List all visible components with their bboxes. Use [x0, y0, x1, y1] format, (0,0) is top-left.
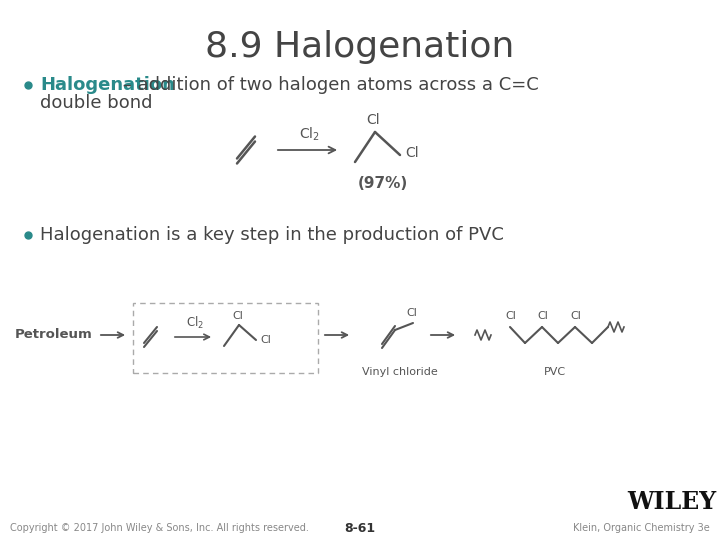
- Text: Cl: Cl: [407, 308, 418, 318]
- Text: Halogenation is a key step in the production of PVC: Halogenation is a key step in the produc…: [40, 226, 504, 244]
- Bar: [133, 303, 318, 373]
- Text: Cl: Cl: [570, 311, 582, 321]
- Text: Vinyl chloride: Vinyl chloride: [362, 367, 438, 377]
- Text: Cl: Cl: [538, 311, 549, 321]
- Text: Halogenation: Halogenation: [40, 76, 175, 94]
- Text: Klein, Organic Chemistry 3e: Klein, Organic Chemistry 3e: [573, 523, 710, 533]
- Text: Cl: Cl: [405, 146, 418, 160]
- Text: Cl: Cl: [366, 113, 380, 127]
- Text: WILEY: WILEY: [627, 490, 716, 514]
- Text: Petroleum: Petroleum: [15, 328, 93, 341]
- Text: Copyright © 2017 John Wiley & Sons, Inc. All rights reserved.: Copyright © 2017 John Wiley & Sons, Inc.…: [10, 523, 309, 533]
- Text: Cl: Cl: [505, 311, 516, 321]
- Text: Cl: Cl: [260, 335, 271, 345]
- Text: – addition of two halogen atoms across a C=C: – addition of two halogen atoms across a…: [117, 76, 539, 94]
- Text: 8-61: 8-61: [344, 522, 376, 535]
- Text: Cl$_2$: Cl$_2$: [299, 126, 320, 143]
- Text: (97%): (97%): [357, 177, 408, 192]
- Text: double bond: double bond: [40, 94, 153, 112]
- Text: Cl$_2$: Cl$_2$: [186, 315, 204, 331]
- Text: PVC: PVC: [544, 367, 566, 377]
- Text: Cl: Cl: [233, 311, 243, 321]
- Text: 8.9 Halogenation: 8.9 Halogenation: [205, 30, 515, 64]
